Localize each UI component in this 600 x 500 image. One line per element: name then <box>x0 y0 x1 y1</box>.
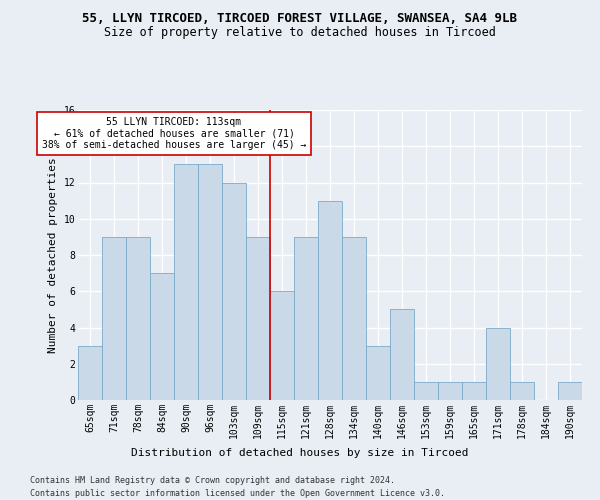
Bar <box>78 346 102 400</box>
Bar <box>126 237 150 400</box>
Text: 55, LLYN TIRCOED, TIRCOED FOREST VILLAGE, SWANSEA, SA4 9LB: 55, LLYN TIRCOED, TIRCOED FOREST VILLAGE… <box>83 12 517 26</box>
Bar <box>174 164 198 400</box>
Bar <box>486 328 510 400</box>
Y-axis label: Number of detached properties: Number of detached properties <box>48 157 58 353</box>
Text: Size of property relative to detached houses in Tircoed: Size of property relative to detached ho… <box>104 26 496 39</box>
Bar <box>366 346 390 400</box>
Bar <box>462 382 486 400</box>
Text: 55 LLYN TIRCOED: 113sqm
← 61% of detached houses are smaller (71)
38% of semi-de: 55 LLYN TIRCOED: 113sqm ← 61% of detache… <box>42 117 306 150</box>
Bar <box>150 273 174 400</box>
Bar <box>414 382 438 400</box>
Bar <box>294 237 318 400</box>
Bar <box>246 237 270 400</box>
Bar <box>198 164 222 400</box>
Bar <box>102 237 126 400</box>
Bar <box>318 200 342 400</box>
Bar <box>558 382 582 400</box>
Bar <box>438 382 462 400</box>
Bar <box>510 382 534 400</box>
Bar <box>270 291 294 400</box>
Bar <box>342 237 366 400</box>
Text: Distribution of detached houses by size in Tircoed: Distribution of detached houses by size … <box>131 448 469 458</box>
Text: Contains public sector information licensed under the Open Government Licence v3: Contains public sector information licen… <box>30 489 445 498</box>
Bar <box>222 182 246 400</box>
Bar <box>390 310 414 400</box>
Text: Contains HM Land Registry data © Crown copyright and database right 2024.: Contains HM Land Registry data © Crown c… <box>30 476 395 485</box>
